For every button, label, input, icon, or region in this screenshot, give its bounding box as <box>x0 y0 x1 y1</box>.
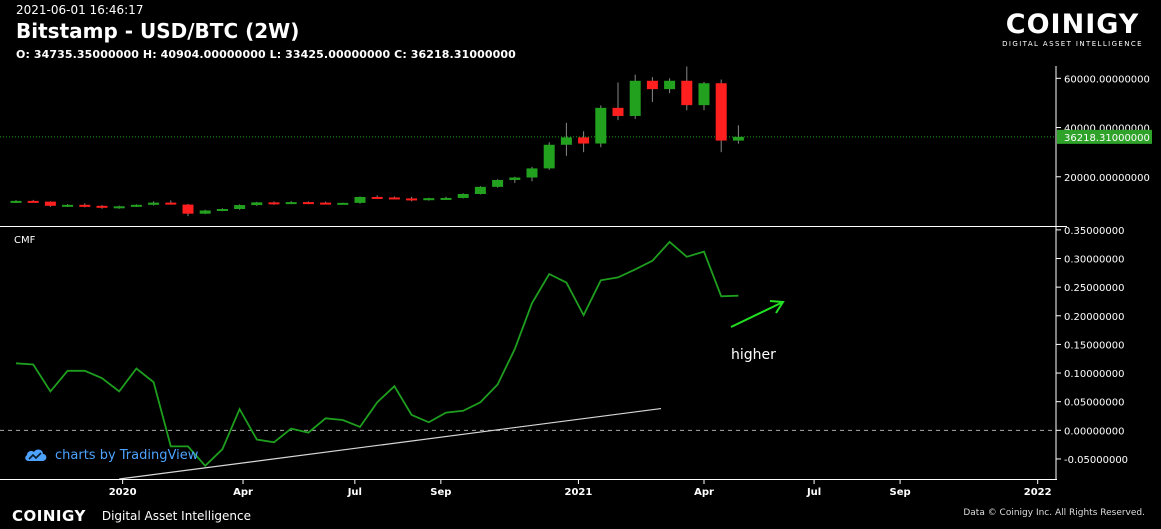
x-tick-label: Sep <box>430 487 451 498</box>
price-y-tick-label: 40000.00000000 <box>1064 124 1150 135</box>
tradingview-watermark[interactable]: charts by TradingView <box>24 447 198 463</box>
candle-body <box>130 204 142 207</box>
cmf-y-tick-label: -0.05000000 <box>1064 455 1128 466</box>
brand-tagline: DIGITAL ASSET INTELLIGENCE <box>1002 40 1143 48</box>
footer-logo: COINIGY <box>12 507 86 525</box>
candle-body <box>354 196 366 203</box>
candle-body <box>664 80 676 90</box>
candle-body <box>560 137 572 145</box>
price-y-tick-label: 60000.00000000 <box>1064 74 1150 85</box>
candle-body <box>268 202 280 205</box>
candle-body <box>96 205 108 208</box>
chart-timestamp: 2021-06-01 16:46:17 <box>16 3 144 17</box>
footer-copyright: Data © Coinigy Inc. All Rights Reserved. <box>963 508 1145 518</box>
candle-body <box>199 210 211 214</box>
candle-body <box>698 83 710 106</box>
x-tick-label: Sep <box>890 487 911 498</box>
candle-body <box>423 198 435 201</box>
candle-body <box>285 202 297 205</box>
candle-body <box>337 202 349 205</box>
candle-body <box>457 194 469 198</box>
brand-name: COINIGY <box>1005 9 1140 40</box>
last-price-badge <box>1057 129 1152 144</box>
cmf-y-tick-label: 0.10000000 <box>1064 369 1124 380</box>
ohlc-readout: O: 34735.35000000 H: 40904.00000000 L: 3… <box>16 48 516 61</box>
footer-tagline: Digital Asset Intelligence <box>101 509 251 523</box>
annotation-text: higher <box>731 347 776 363</box>
candle-body <box>681 80 693 106</box>
candle-body <box>79 204 91 207</box>
candle-body <box>646 80 658 90</box>
cmf-y-tick-label: 0.20000000 <box>1064 312 1124 323</box>
chart-title: Bitstamp - USD/BTC (2W) <box>16 19 300 43</box>
candle-body <box>715 83 727 141</box>
x-tick-label: 2020 <box>109 487 137 498</box>
candle-body <box>406 198 418 201</box>
support-trendline <box>119 407 662 480</box>
candle-body <box>148 202 160 205</box>
x-tick-label: Apr <box>233 487 253 498</box>
candle-body <box>165 202 177 205</box>
cmf-y-tick-label: 0.25000000 <box>1064 283 1124 294</box>
candle-body <box>474 186 486 194</box>
annotation-arrow <box>730 301 784 328</box>
candle-body <box>595 107 607 144</box>
footer-branding: COINIGY Digital Asset Intelligence <box>12 506 251 526</box>
cmf-y-tick-label: 0.35000000 <box>1064 226 1124 237</box>
x-tick-label: 2022 <box>1024 487 1052 498</box>
candle-body <box>732 136 744 141</box>
candle-body <box>44 201 56 206</box>
brand-logo: COINIGY DIGITAL ASSET INTELLIGENCE <box>1002 9 1143 49</box>
cmf-y-tick-label: 0.05000000 <box>1064 398 1124 409</box>
candle-body <box>182 204 194 214</box>
candle-body <box>509 177 521 180</box>
candle-body <box>320 202 332 205</box>
x-tick-label: 2021 <box>565 487 593 498</box>
candle-body <box>526 168 538 178</box>
cmf-series-line <box>15 240 739 468</box>
candle-body <box>234 205 246 210</box>
annotation-arrow-head <box>769 300 785 314</box>
cmf-y-tick-label: 0.00000000 <box>1064 426 1124 437</box>
candle-body <box>113 206 125 209</box>
candle-body <box>388 197 400 200</box>
candle-body <box>251 202 263 206</box>
tradingview-cloud-icon <box>25 449 47 461</box>
cmf-y-tick-label: 0.30000000 <box>1064 255 1124 266</box>
cmf-y-tick-label: 0.15000000 <box>1064 340 1124 351</box>
candle-body <box>629 80 641 116</box>
cmf-pane: CMF higher <box>14 235 785 480</box>
candle-body <box>578 137 590 144</box>
candle-body <box>440 197 452 200</box>
candle-body <box>612 107 624 116</box>
candle-body <box>10 200 22 203</box>
candle-body <box>492 179 504 187</box>
candle-body <box>62 204 74 207</box>
candle-body <box>543 144 555 169</box>
candle-body <box>216 209 228 212</box>
cmf-indicator-label: CMF <box>14 235 36 246</box>
tradingview-watermark-text: charts by TradingView <box>55 447 199 463</box>
x-tick-label: Apr <box>694 487 714 498</box>
candle-body <box>371 196 383 199</box>
x-tick-label: Jul <box>347 487 362 498</box>
last-price-label: 36218.31000000 <box>1064 133 1150 144</box>
x-tick-label: Jul <box>806 487 821 498</box>
candle-body <box>302 202 314 205</box>
price-pane <box>10 66 744 217</box>
price-y-tick-label: 20000.00000000 <box>1064 173 1150 184</box>
candle-body <box>27 200 39 203</box>
